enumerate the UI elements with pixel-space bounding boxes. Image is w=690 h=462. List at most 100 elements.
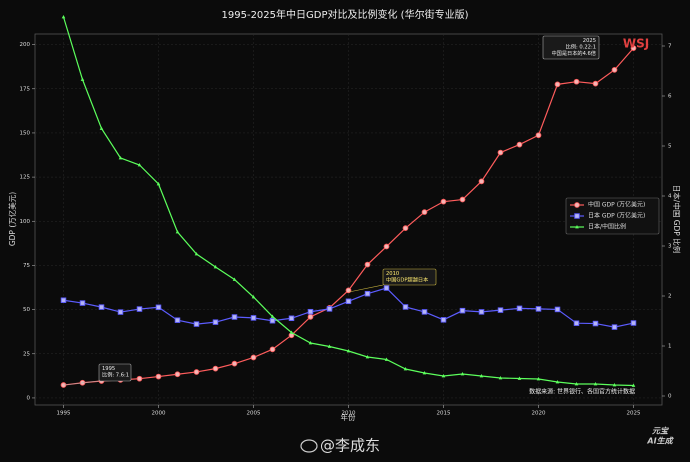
- point: [384, 357, 389, 361]
- y2-axis-label: 日本/中国 GDP 比例: [672, 185, 682, 253]
- annotation-text: 2025: [583, 38, 596, 44]
- point: [478, 309, 485, 315]
- y-tick-label: 200: [20, 42, 31, 48]
- point: [383, 285, 390, 291]
- annotation-box: [382, 268, 437, 286]
- watermark: @李成东: [320, 437, 380, 455]
- point: [345, 287, 352, 294]
- y2-tick-label: 7: [668, 44, 672, 50]
- point: [346, 349, 351, 353]
- point: [61, 15, 66, 19]
- y-tick-label: 0: [27, 395, 31, 401]
- point: [516, 141, 523, 148]
- watermark: 元宝: [652, 427, 669, 436]
- point: [574, 213, 580, 219]
- point: [497, 307, 504, 313]
- y2-tick-label: 6: [668, 94, 672, 100]
- y-tick-label: 75: [23, 263, 30, 269]
- watermark: WSJ: [623, 37, 649, 51]
- point: [536, 377, 541, 381]
- point: [232, 277, 237, 281]
- y-tick-label: 50: [23, 307, 30, 313]
- point: [573, 320, 580, 326]
- weibo-logo: [300, 439, 318, 453]
- point: [575, 225, 579, 229]
- point: [478, 178, 485, 185]
- point: [459, 307, 466, 314]
- point: [289, 330, 294, 334]
- y-tick-label: 150: [20, 130, 31, 136]
- point: [573, 78, 580, 85]
- point: [269, 317, 276, 324]
- x-tick-label: 2010: [342, 411, 356, 417]
- x-tick-label: 2025: [627, 411, 641, 417]
- point: [574, 202, 580, 208]
- y-tick-label: 100: [20, 219, 31, 225]
- annotation-text: 1995: [102, 366, 115, 372]
- point: [421, 209, 428, 215]
- y-tick-label: 175: [20, 86, 31, 92]
- point: [213, 265, 218, 269]
- point: [99, 126, 104, 130]
- point: [155, 373, 162, 380]
- x-tick-label: 2015: [437, 411, 451, 417]
- point: [117, 309, 124, 315]
- point: [155, 304, 162, 311]
- y2-tick-label: 2: [668, 294, 672, 300]
- point: [80, 77, 85, 81]
- annotation-text: 比例: 0.22:1: [566, 43, 596, 51]
- annotation-arrow: [348, 284, 384, 293]
- point: [156, 182, 161, 186]
- annotation-arrow: [63, 380, 100, 386]
- point: [193, 321, 200, 327]
- point: [440, 317, 447, 323]
- chart-title: 1995-2025年中日GDP对比及比例变化 (华尔街专业版): [222, 8, 469, 21]
- point: [592, 320, 599, 327]
- y2-tick-label: 3: [668, 244, 672, 250]
- annotation-box: [98, 363, 132, 382]
- point: [231, 360, 238, 367]
- point: [308, 341, 313, 345]
- point: [555, 380, 560, 384]
- point: [402, 225, 409, 232]
- point: [137, 163, 142, 167]
- annotation-box: [542, 35, 600, 60]
- point: [592, 80, 599, 87]
- point: [630, 320, 637, 326]
- point: [403, 367, 408, 371]
- point: [422, 371, 427, 375]
- point: [212, 365, 219, 372]
- annotation-text: 比例: 7.6:1: [102, 371, 129, 379]
- point: [364, 261, 371, 268]
- point: [136, 306, 143, 312]
- point: [383, 243, 390, 250]
- point: [174, 371, 181, 378]
- point: [441, 374, 446, 378]
- y-tick-label: 125: [20, 175, 31, 181]
- point: [630, 45, 637, 51]
- point: [535, 132, 542, 139]
- point: [497, 149, 504, 156]
- point: [593, 382, 598, 386]
- point: [194, 252, 199, 256]
- point: [535, 306, 542, 312]
- point: [574, 382, 579, 386]
- legend-label: 日本 GDP (万亿美元): [588, 212, 645, 220]
- point: [554, 81, 561, 88]
- point: [611, 67, 618, 73]
- point: [270, 314, 275, 318]
- point: [175, 230, 180, 234]
- point: [174, 317, 181, 323]
- point: [479, 374, 484, 378]
- point: [136, 375, 143, 382]
- point: [307, 313, 314, 320]
- point: [250, 315, 257, 321]
- point: [79, 300, 86, 306]
- x-tick-label: 2005: [247, 411, 261, 417]
- point: [517, 376, 522, 380]
- x-tick-label: 2000: [152, 411, 166, 417]
- point: [269, 346, 276, 353]
- point: [60, 297, 67, 303]
- point: [365, 355, 370, 359]
- point: [327, 344, 332, 348]
